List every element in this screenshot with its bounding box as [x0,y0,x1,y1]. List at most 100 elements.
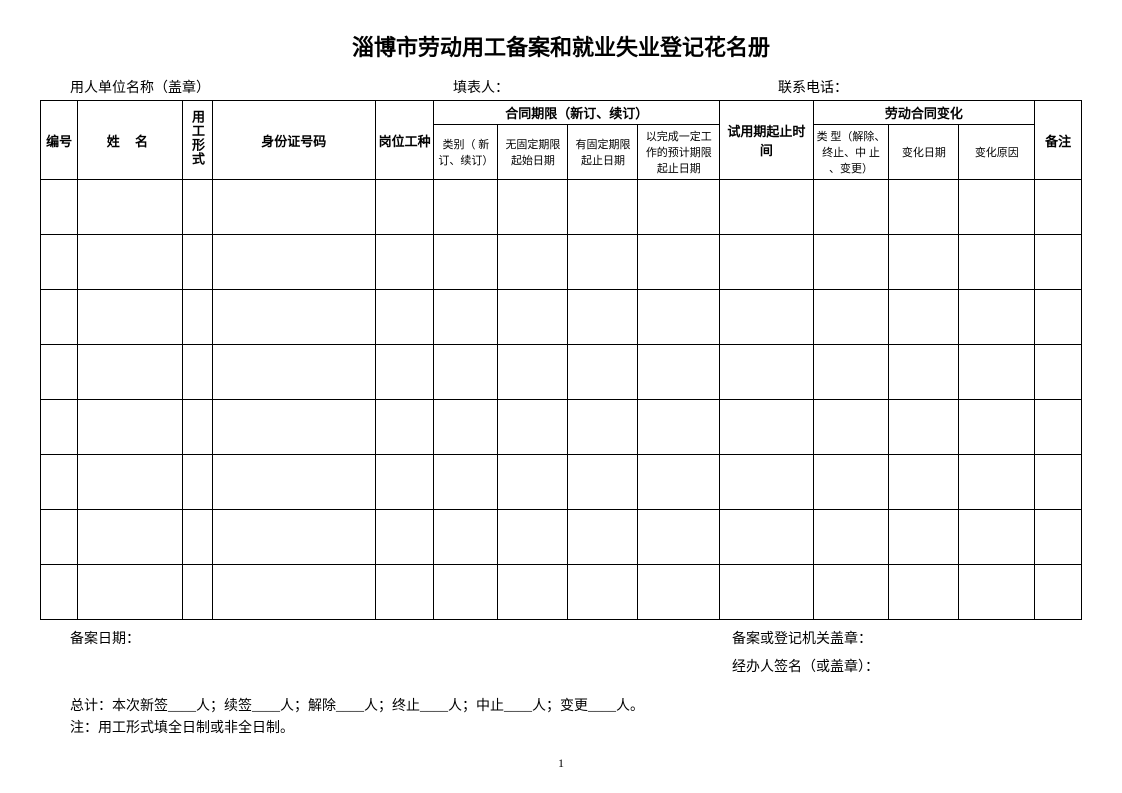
table-cell [212,455,375,510]
table-cell [41,400,78,455]
table-cell [183,290,212,345]
table-header-row-1: 编号 姓 名 用工形式 身份证号码 岗位工种 合同期限（新订、续订） 试用期起止… [41,101,1082,125]
header-info-row: 用人单位名称（盖章） 填表人： 联系电话： [70,77,1052,97]
table-cell [434,400,498,455]
table-row [41,235,1082,290]
table-cell [889,345,959,400]
table-cell [1035,565,1082,620]
table-row [41,290,1082,345]
table-cell [375,345,433,400]
table-cell [568,180,638,235]
table-cell [183,400,212,455]
table-cell [183,510,212,565]
filing-org-label: 备案或登记机关盖章： [732,628,1052,648]
table-cell [568,290,638,345]
table-cell [78,345,183,400]
table-cell [434,455,498,510]
table-cell [638,400,720,455]
table-cell [434,565,498,620]
table-cell [41,180,78,235]
table-cell [720,455,813,510]
table-cell [212,400,375,455]
table-cell [813,400,889,455]
table-cell [212,565,375,620]
col-change-type: 类 型（解除、终止、中 止 、变更） [813,125,889,180]
table-cell [78,510,183,565]
footer-text-block: 总计：本次新签____人；续签____人；解除____人；终止____人；中止_… [70,696,1052,741]
table-cell [498,565,568,620]
table-cell [638,510,720,565]
footer-row-2: 经办人签名（或盖章）： [70,656,1052,676]
phone-label: 联系电话： [618,77,1052,97]
col-change-group: 劳动合同变化 [813,101,1035,125]
table-row [41,455,1082,510]
table-cell [78,565,183,620]
table-cell [889,235,959,290]
table-cell [889,290,959,345]
table-cell [813,455,889,510]
table-cell [434,345,498,400]
table-cell [720,510,813,565]
col-id: 编号 [41,101,78,180]
table-cell [813,290,889,345]
table-cell [720,180,813,235]
table-cell [1035,510,1082,565]
table-cell [638,345,720,400]
table-cell [638,235,720,290]
table-cell [183,565,212,620]
table-cell [1035,400,1082,455]
table-body [41,180,1082,620]
table-cell [78,235,183,290]
table-cell [959,345,1035,400]
table-cell [568,455,638,510]
table-cell [813,235,889,290]
table-cell [41,345,78,400]
col-taskdone: 以完成一定工作的预计期限起止日期 [638,125,720,180]
filing-date-label: 备案日期： [70,628,732,648]
table-cell [212,345,375,400]
table-cell [1035,345,1082,400]
note-text: 注：用工形式填全日制或非全日制。 [70,718,1052,740]
col-idcard: 身份证号码 [212,101,375,180]
table-cell [41,455,78,510]
table-cell [41,290,78,345]
table-cell [889,565,959,620]
table-cell [498,400,568,455]
table-cell [1035,455,1082,510]
table-cell [498,235,568,290]
col-nofixed: 无固定期限起始日期 [498,125,568,180]
table-cell [434,180,498,235]
table-cell [375,180,433,235]
col-mode: 用工形式 [183,101,212,180]
table-cell [498,455,568,510]
col-change-reason: 变化原因 [959,125,1035,180]
table-cell [889,510,959,565]
table-row [41,180,1082,235]
table-cell [568,510,638,565]
table-cell [720,400,813,455]
table-cell [375,565,433,620]
table-cell [813,510,889,565]
table-cell [959,235,1035,290]
page-title: 淄博市劳动用工备案和就业失业登记花名册 [40,30,1082,62]
table-cell [78,290,183,345]
table-cell [375,400,433,455]
table-cell [959,455,1035,510]
table-cell [568,565,638,620]
table-cell [1035,290,1082,345]
summary-text: 总计：本次新签____人；续签____人；解除____人；终止____人；中止_… [70,696,1052,718]
table-cell [568,235,638,290]
col-trial: 试用期起止时间 [720,101,813,180]
table-cell [959,180,1035,235]
table-cell [889,180,959,235]
table-cell [375,455,433,510]
table-cell [183,180,212,235]
table-cell [720,565,813,620]
table-cell [638,180,720,235]
table-cell [813,565,889,620]
roster-table: 编号 姓 名 用工形式 身份证号码 岗位工种 合同期限（新订、续订） 试用期起止… [40,100,1082,620]
table-cell [1035,180,1082,235]
table-cell [498,290,568,345]
table-cell [434,510,498,565]
table-cell [375,235,433,290]
